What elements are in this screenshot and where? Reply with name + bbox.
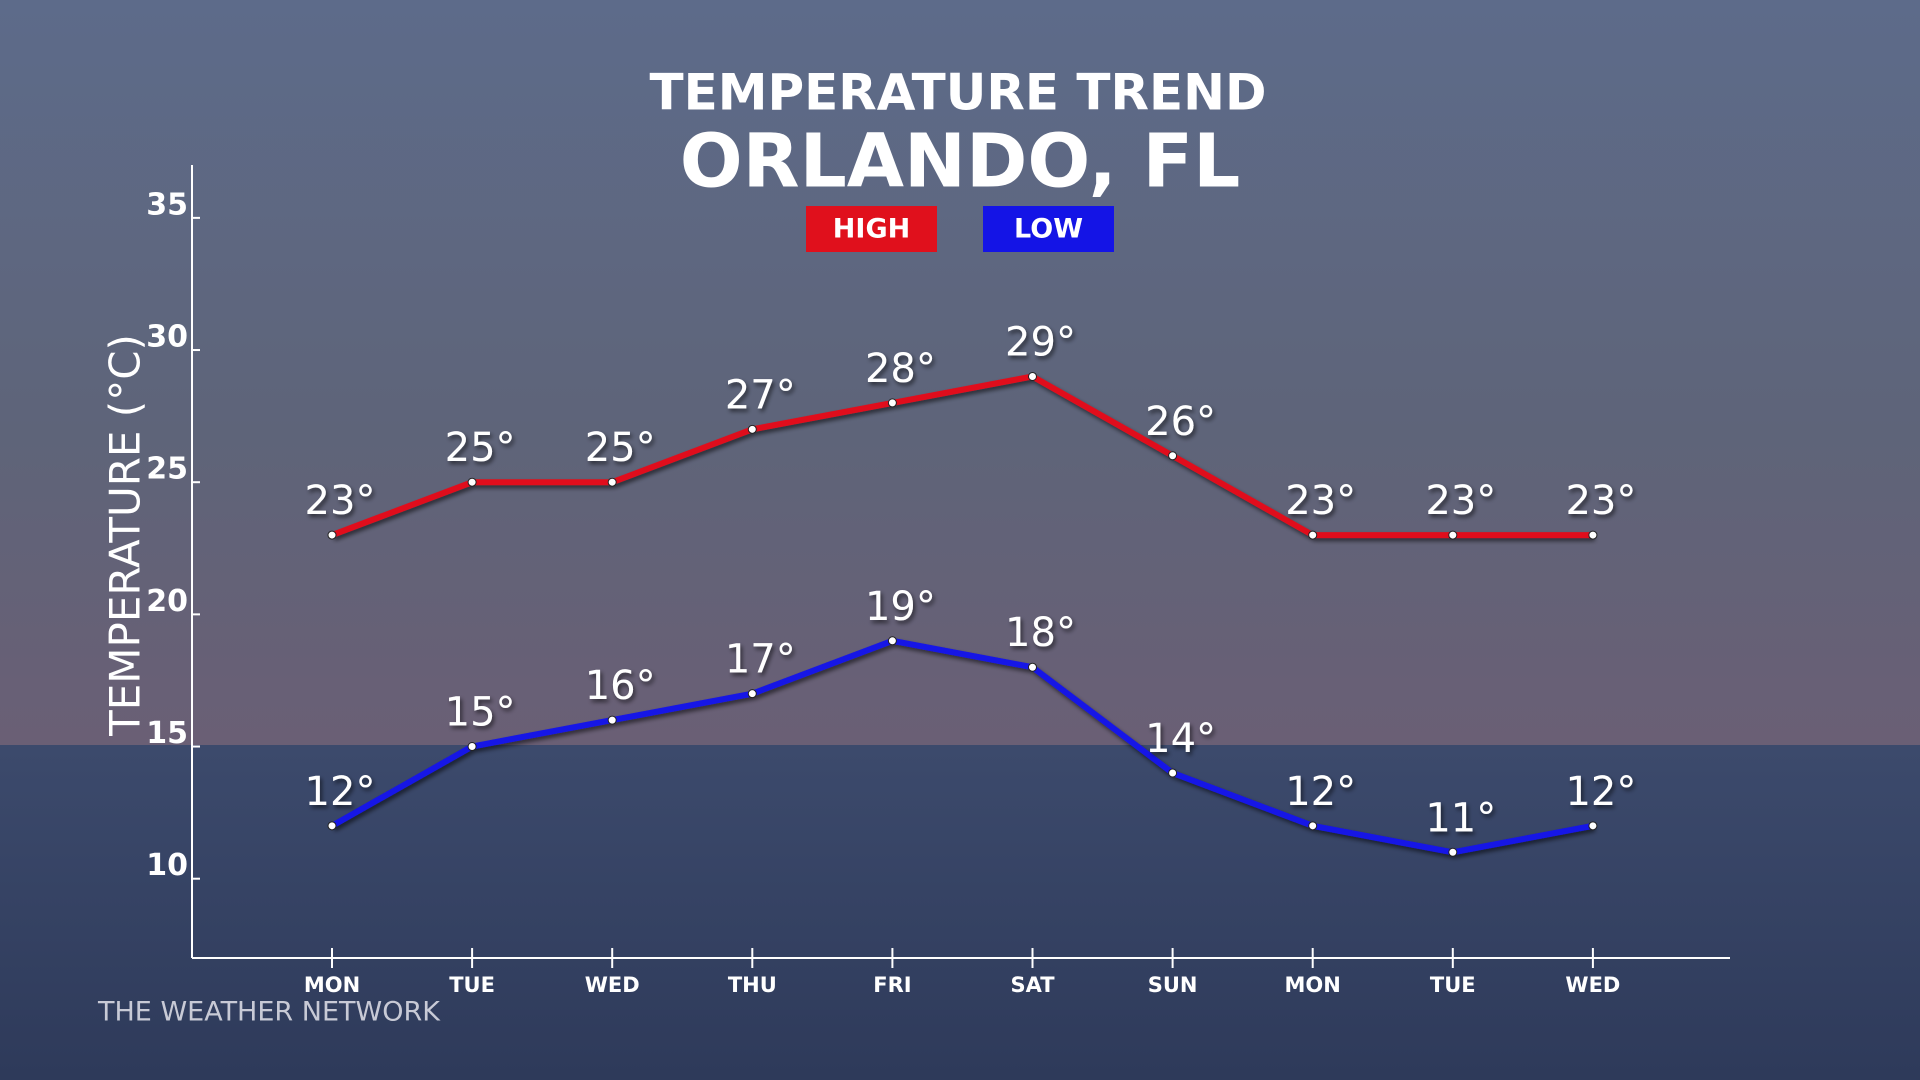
data-point (1028, 662, 1037, 672)
data-point (327, 821, 337, 831)
source: THE WEATHER NETWORK (97, 997, 441, 1028)
legend-label: HIGH (833, 214, 910, 245)
x-tick-label: TUE (449, 973, 495, 997)
legend-swatch (806, 206, 937, 252)
data-label: 27° (725, 372, 796, 418)
data-label: 14° (1145, 716, 1216, 762)
data-point (1168, 451, 1178, 461)
data-point (747, 689, 757, 699)
data-label: 28° (865, 346, 936, 392)
data-point (1308, 821, 1318, 831)
chart-title: TEMPERATURE TREND (649, 64, 1266, 122)
data-label: 26° (1145, 399, 1216, 445)
data-label: 25° (445, 425, 516, 471)
y-tick-label: 25 (146, 452, 188, 487)
data-point (607, 715, 617, 725)
series-line (330, 373, 1593, 539)
data-label: 15° (445, 690, 516, 736)
y-tick-label: 15 (146, 716, 188, 751)
data-label: 11° (1425, 795, 1496, 841)
data-point (1168, 768, 1178, 778)
legend-label: LOW (1014, 214, 1083, 245)
data-point (887, 636, 897, 646)
data-label: 18° (1005, 610, 1076, 656)
data-label: 17° (725, 637, 796, 683)
x-tick-label: SAT (1010, 973, 1055, 997)
data-point (467, 477, 477, 487)
data-label: 23° (1425, 478, 1496, 524)
data-label: 12° (1565, 769, 1636, 815)
x-tick-label: FRI (873, 973, 911, 997)
y-tick-label: 20 (146, 584, 188, 619)
data-point (887, 398, 897, 408)
data-point (607, 477, 617, 487)
y-tick-label: 35 (146, 187, 188, 222)
data-point (1448, 530, 1458, 540)
data-point (467, 742, 477, 752)
data-point (327, 530, 337, 540)
data-point (1028, 371, 1037, 381)
y-axis-label: TEMPERATURE (°C) (101, 334, 150, 737)
x-tick-label: THU (728, 973, 777, 997)
data-point (1308, 530, 1318, 540)
data-label: 12° (1285, 769, 1356, 815)
data-label: 23° (1565, 478, 1636, 524)
data-point (747, 424, 757, 434)
x-tick-label: MON (304, 973, 360, 997)
data-label: 23° (1285, 478, 1356, 524)
data-label: 23° (305, 478, 376, 524)
x-tick-label: SUN (1148, 973, 1198, 997)
series-line (330, 637, 1594, 856)
data-label: 29° (1005, 319, 1076, 365)
data-point (1448, 847, 1458, 857)
x-tick-label: WED (1565, 973, 1620, 997)
data-label: 16° (585, 663, 656, 709)
x-tick-label: WED (585, 973, 640, 997)
chart-subtitle: ORLANDO, FL (680, 119, 1241, 205)
data-label: 12° (305, 769, 376, 815)
data-label: 19° (865, 584, 936, 630)
data-label: 25° (585, 425, 656, 471)
y-tick-label: 10 (146, 848, 188, 883)
y-tick-label: 30 (146, 320, 188, 355)
data-point (1588, 821, 1598, 831)
x-tick-label: MON (1285, 973, 1341, 997)
x-tick-label: TUE (1430, 973, 1476, 997)
legend-swatch (983, 206, 1114, 252)
data-point (1588, 530, 1598, 540)
